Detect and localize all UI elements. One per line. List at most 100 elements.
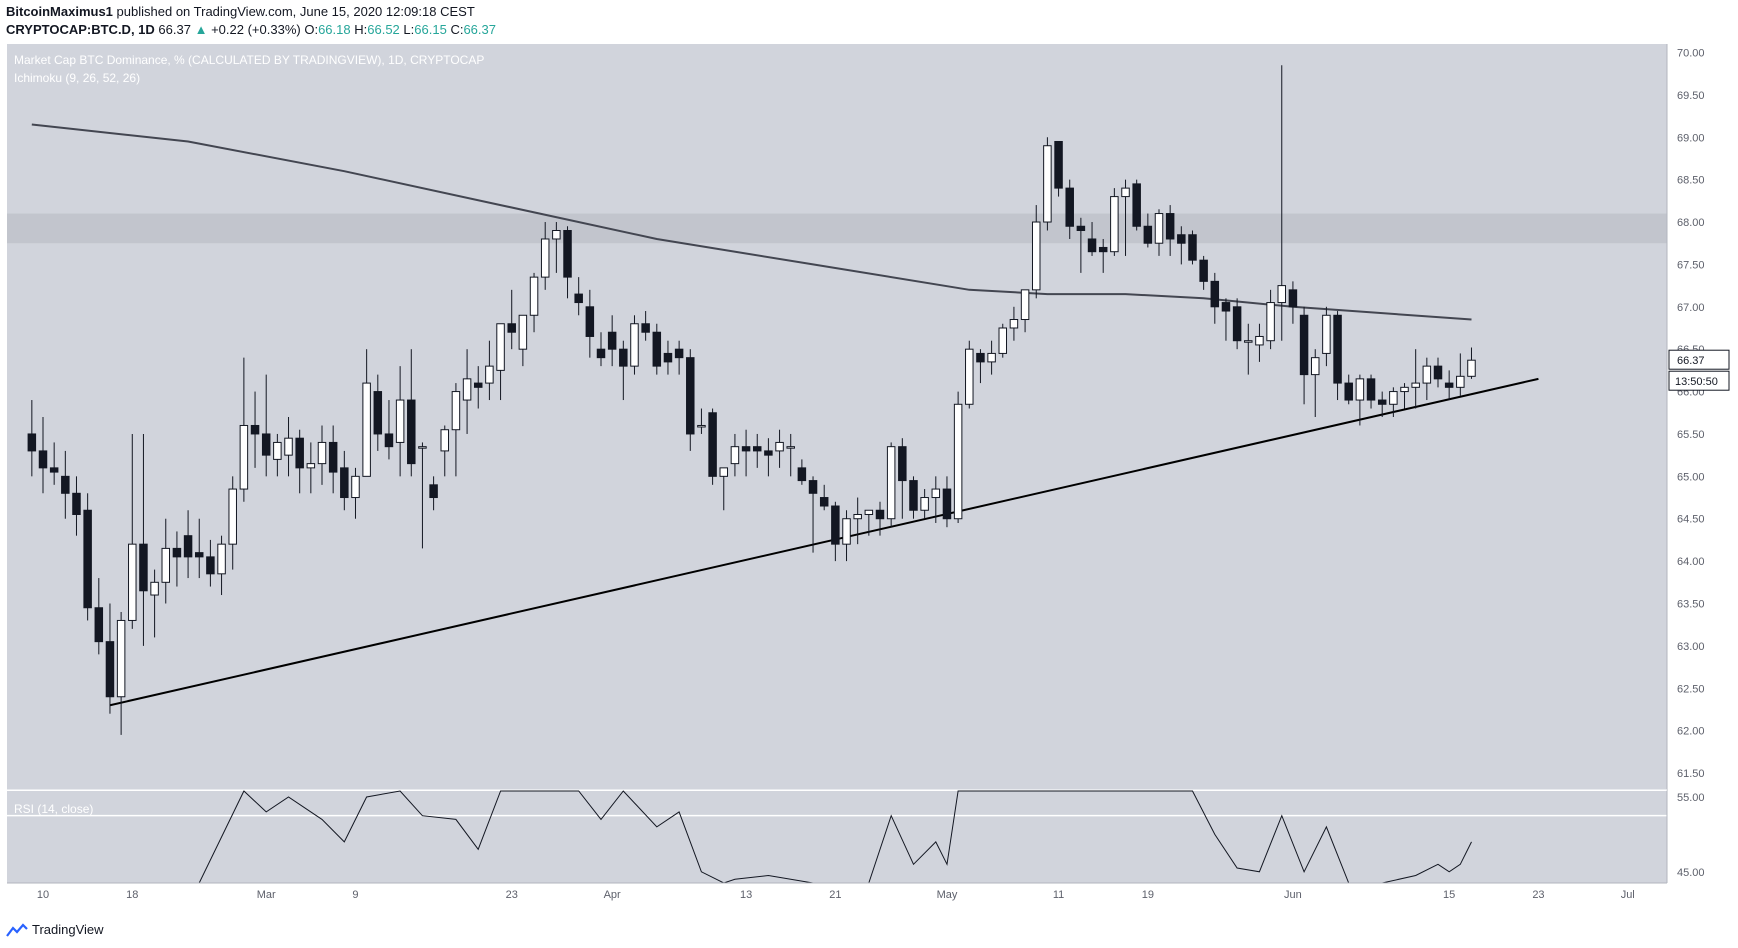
candle bbox=[194, 518, 204, 579]
candle bbox=[429, 476, 438, 511]
candle-body bbox=[886, 446, 896, 520]
candle-body bbox=[808, 480, 818, 494]
author-name[interactable]: BitcoinMaximus1 bbox=[6, 4, 113, 19]
open-label: O: bbox=[304, 22, 319, 37]
candle bbox=[585, 289, 595, 358]
candle-body bbox=[1299, 314, 1309, 376]
candle-body bbox=[898, 446, 907, 482]
candle-body bbox=[1400, 386, 1409, 393]
candle-body bbox=[1031, 221, 1041, 291]
candle-body bbox=[1098, 246, 1108, 253]
candle bbox=[1232, 298, 1242, 350]
candle-body bbox=[641, 323, 650, 333]
candle-body bbox=[831, 505, 840, 545]
rsi-pane[interactable] bbox=[7, 791, 1667, 883]
time-tick-label: 23 bbox=[1532, 889, 1544, 901]
candle bbox=[1310, 349, 1320, 417]
candle bbox=[752, 433, 762, 468]
candle-body bbox=[730, 446, 740, 465]
candle-body bbox=[1277, 285, 1287, 304]
candle bbox=[686, 349, 695, 451]
price-tick-label: 67.50 bbox=[1677, 259, 1705, 271]
candle-body bbox=[619, 348, 628, 367]
candle bbox=[284, 417, 293, 477]
brand-name[interactable]: TradingView bbox=[32, 922, 104, 937]
last-price-box bbox=[1668, 349, 1730, 370]
time-tick-label: Jun bbox=[1284, 889, 1302, 901]
candle bbox=[1244, 323, 1253, 375]
time-tick-label: 21 bbox=[829, 889, 841, 901]
candle bbox=[596, 332, 606, 367]
candle-body bbox=[864, 509, 874, 515]
candle-body bbox=[328, 441, 338, 473]
candle bbox=[719, 467, 729, 511]
candle-body bbox=[942, 488, 952, 520]
candle-body bbox=[797, 467, 807, 482]
candle-body bbox=[373, 391, 383, 435]
candle-body bbox=[1333, 314, 1342, 384]
candle bbox=[1355, 374, 1365, 426]
candle-body bbox=[976, 352, 985, 363]
price-tick-label: 63.00 bbox=[1677, 641, 1705, 653]
candle-body bbox=[752, 446, 762, 452]
candle-body bbox=[1210, 280, 1220, 308]
candle-body bbox=[663, 352, 673, 363]
candle bbox=[1143, 213, 1153, 248]
candle bbox=[1043, 137, 1052, 231]
candle bbox=[1456, 353, 1465, 396]
candle bbox=[317, 425, 327, 485]
candle-body bbox=[206, 556, 215, 575]
candle-body bbox=[94, 607, 104, 643]
candle bbox=[384, 400, 394, 460]
candle bbox=[1422, 357, 1432, 401]
tradingview-logo-icon[interactable] bbox=[6, 922, 28, 937]
candle-body bbox=[686, 357, 695, 435]
price-tick-label: 69.50 bbox=[1677, 90, 1705, 102]
candle bbox=[250, 391, 260, 468]
candle-body bbox=[1110, 196, 1119, 253]
candle-body bbox=[228, 488, 237, 545]
price-tick-label: 64.00 bbox=[1677, 556, 1705, 568]
candle bbox=[730, 433, 740, 477]
candle bbox=[1377, 391, 1387, 417]
candle bbox=[217, 535, 226, 596]
close-label: C: bbox=[450, 22, 464, 37]
candle-body bbox=[49, 467, 59, 473]
candle-body bbox=[819, 497, 829, 507]
candle bbox=[1411, 349, 1420, 409]
candle-body bbox=[842, 518, 851, 545]
candle bbox=[831, 501, 840, 562]
candle-body bbox=[1456, 375, 1465, 388]
candle-body bbox=[295, 437, 304, 469]
candle bbox=[27, 400, 37, 477]
candle-body bbox=[1310, 357, 1320, 376]
candle-body bbox=[194, 552, 204, 558]
candle-body bbox=[150, 581, 159, 596]
candle bbox=[1177, 226, 1186, 265]
candle-body bbox=[1266, 302, 1275, 342]
candle bbox=[1009, 306, 1019, 341]
candle-body bbox=[395, 399, 405, 443]
candle bbox=[1087, 222, 1097, 256]
symbol-label[interactable]: CRYPTOCAP:BTC.D, 1D bbox=[6, 22, 155, 37]
candle-body bbox=[217, 543, 226, 575]
candle-body bbox=[1366, 378, 1376, 401]
candle bbox=[128, 433, 137, 629]
candle bbox=[340, 450, 349, 511]
candle-body bbox=[440, 429, 450, 452]
candle bbox=[630, 315, 639, 375]
candle bbox=[1020, 289, 1030, 333]
candle bbox=[1199, 255, 1208, 290]
candle-body bbox=[250, 424, 260, 435]
candle bbox=[306, 442, 316, 494]
candle bbox=[61, 450, 70, 519]
candle bbox=[38, 417, 48, 494]
candle-body bbox=[1165, 213, 1175, 240]
main-pane[interactable] bbox=[7, 44, 1667, 790]
candle bbox=[697, 408, 706, 434]
candle-body bbox=[429, 484, 438, 499]
candle-body bbox=[462, 378, 472, 401]
candle bbox=[373, 374, 383, 451]
candle-body bbox=[1377, 399, 1387, 405]
